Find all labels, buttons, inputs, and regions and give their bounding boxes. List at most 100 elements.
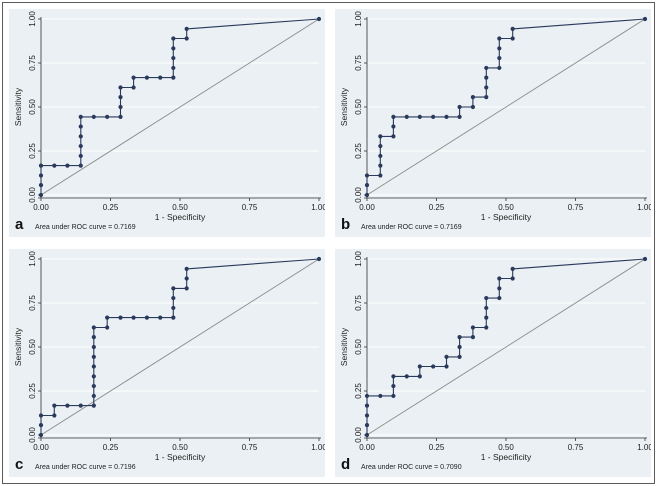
roc-point — [378, 153, 383, 159]
x-tick-label: 0.00 — [33, 443, 49, 452]
roc-point — [184, 276, 189, 281]
roc-point — [38, 192, 44, 198]
roc-point — [484, 85, 489, 90]
roc-point — [510, 26, 515, 31]
x-tick-label: 0.50 — [172, 443, 188, 452]
reference-line — [40, 18, 320, 196]
roc-point — [91, 374, 96, 379]
roc-point — [91, 383, 96, 389]
roc-point — [417, 374, 422, 379]
y-tick-label: 0.75 — [354, 55, 363, 71]
roc-point — [38, 163, 44, 168]
roc-point — [78, 134, 83, 139]
roc-point — [484, 75, 489, 80]
roc-point — [184, 266, 189, 271]
panel-d: 0.00 0.25 0.50 0.75 1.00 0.00 0.25 0.50 0.75 1.00… — [335, 249, 651, 477]
roc-point — [404, 374, 409, 379]
roc-point — [78, 143, 83, 149]
roc-point — [364, 413, 370, 418]
roc-point — [118, 95, 123, 100]
roc-point — [118, 315, 123, 320]
x-tick-label: 0.50 — [172, 203, 188, 212]
roc-point — [470, 104, 476, 110]
roc-chart-d: 0.00 0.25 0.50 0.75 1.00 0.00 0.25 0.50 0.75 1.00… — [339, 251, 651, 462]
roc-point — [404, 114, 409, 119]
roc-point — [91, 335, 96, 340]
auc-annotation: Area under ROC curve = 0.7090 — [361, 464, 462, 471]
x-axis-title: 1 - Specificity — [155, 212, 206, 222]
roc-point — [391, 114, 396, 119]
roc-point — [457, 114, 462, 119]
roc-point — [171, 75, 176, 80]
roc-point — [144, 315, 150, 320]
roc-point — [364, 403, 370, 408]
y-axis-title: Sensitivity — [13, 327, 23, 366]
roc-chart-c: 0.00 0.25 0.50 0.75 1.00 0.00 0.25 0.50 0.75 1.00… — [13, 251, 325, 462]
y-axis-title: Sensitivity — [13, 87, 23, 126]
y-tick-label: 0.00 — [354, 427, 363, 443]
x-tick-label: 1.00 — [311, 203, 325, 212]
roc-chart-a: 0.00 0.25 0.50 0.75 1.00 0.00 0.25 0.50 0.75 1.00… — [13, 11, 325, 222]
roc-point — [642, 16, 648, 22]
roc-point — [184, 36, 189, 41]
roc-point — [118, 85, 123, 90]
roc-point — [171, 305, 176, 311]
roc-point — [457, 335, 462, 340]
roc-point — [431, 364, 436, 369]
reference-line — [366, 18, 646, 196]
roc-point — [364, 423, 370, 428]
roc-point — [171, 36, 176, 41]
y-tick-label: 1.00 — [28, 251, 37, 267]
x-axis-title: 1 - Specificity — [481, 212, 532, 222]
x-tick-label: 0.25 — [103, 443, 119, 452]
auc-annotation: Area under ROC curve = 0.7169 — [35, 224, 136, 231]
roc-point — [391, 374, 396, 379]
roc-point — [391, 393, 396, 399]
y-tick-label: 0.25 — [28, 143, 37, 159]
roc-point — [38, 183, 44, 188]
y-tick-label: 0.75 — [28, 295, 37, 311]
roc-point — [470, 335, 476, 340]
roc-point — [484, 295, 489, 301]
roc-point — [158, 75, 163, 80]
x-tick-label: 0.00 — [359, 443, 375, 452]
roc-point — [91, 114, 96, 119]
x-tick-label: 0.00 — [359, 203, 375, 212]
y-tick-label: 0.25 — [28, 383, 37, 399]
y-tick-label: 1.00 — [354, 11, 363, 27]
y-tick-label: 0.50 — [28, 339, 37, 355]
roc-point — [118, 104, 123, 110]
roc-point — [131, 75, 136, 80]
roc-point — [444, 354, 449, 359]
roc-point — [65, 403, 70, 408]
roc-point — [378, 393, 383, 399]
panel-b: 0.00 0.25 0.50 0.75 1.00 0.00 0.25 0.50 0.75 1.00… — [335, 9, 651, 237]
roc-point — [65, 163, 70, 168]
roc-point — [184, 26, 189, 31]
roc-point — [497, 65, 502, 71]
auc-annotation: Area under ROC curve = 0.7196 — [35, 464, 136, 471]
roc-point — [38, 413, 44, 418]
y-tick-label: 0.25 — [354, 143, 363, 159]
roc-point — [131, 315, 136, 320]
roc-point — [457, 354, 462, 359]
y-tick-label: 0.25 — [354, 383, 363, 399]
y-tick-label: 0.75 — [354, 295, 363, 311]
panel-letter: d — [341, 456, 351, 473]
roc-point — [444, 364, 449, 369]
roc-point — [316, 256, 322, 262]
roc-point — [457, 104, 462, 110]
x-tick-label: 0.50 — [498, 203, 514, 212]
roc-point — [484, 95, 489, 100]
roc-point — [510, 276, 515, 281]
roc-point — [378, 134, 383, 139]
panel-a: 0.00 0.25 0.50 0.75 1.00 0.00 0.25 0.50 0.75 1.00… — [9, 9, 325, 237]
roc-point — [131, 85, 136, 90]
auc-annotation: Area under ROC curve = 0.7169 — [361, 224, 462, 231]
roc-point — [391, 124, 396, 129]
roc-point — [391, 383, 396, 389]
roc-point — [118, 114, 123, 119]
x-tick-label: 0.75 — [242, 443, 258, 452]
roc-point — [457, 344, 462, 350]
